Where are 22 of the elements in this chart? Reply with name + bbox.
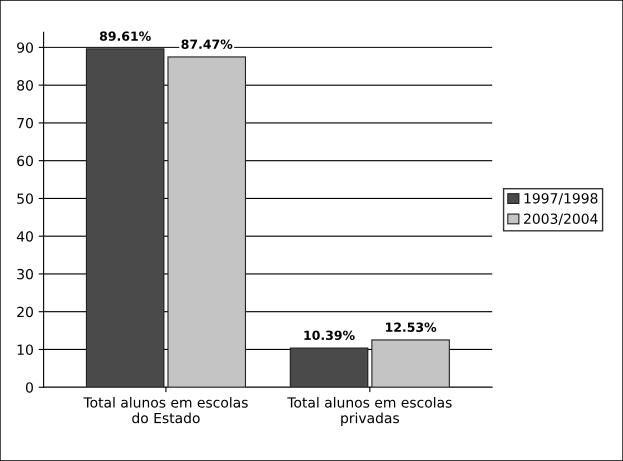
y-tick-label: 20 (17, 306, 33, 318)
data-label: 89.61% (100, 31, 151, 41)
x-tick-label: Total alunos em escolas do Estado (83, 396, 248, 424)
y-tick-label: 0 (26, 382, 33, 393)
y-tick-label: 80 (17, 80, 33, 91)
y-tick-label: 60 (17, 156, 33, 166)
y-tick-label: 70 (17, 118, 33, 128)
legend-label: 2003/2004 (524, 213, 598, 226)
data-label: 12.53% (386, 322, 436, 332)
bar (290, 347, 368, 388)
y-tick-label: 30 (17, 268, 33, 280)
x-tick-label: Total alunos em escolas privadas (287, 396, 452, 426)
y-tick-label: 50 (17, 193, 33, 204)
legend-label: 1997/1998 (524, 193, 598, 205)
bar (371, 339, 450, 388)
y-tick-label: 90 (17, 42, 33, 53)
data-label: 87.47% (181, 39, 232, 49)
bar (86, 48, 164, 388)
bar (167, 56, 246, 388)
y-tick-label: 40 (16, 231, 33, 242)
y-tick-label: 10 (18, 344, 33, 355)
data-label: 10.39% (304, 330, 355, 340)
